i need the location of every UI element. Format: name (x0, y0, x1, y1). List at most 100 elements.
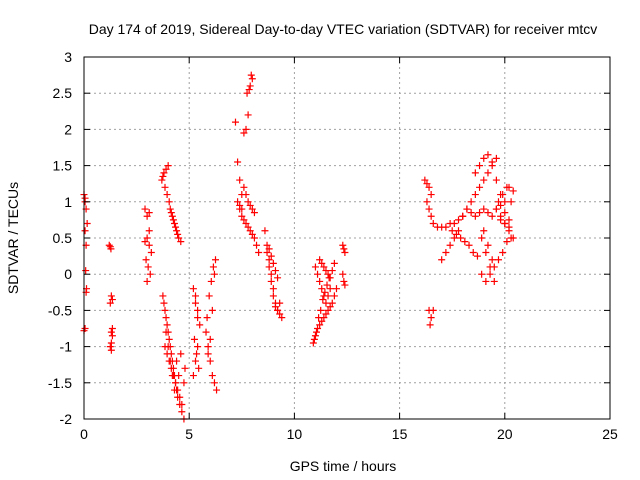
data-point (318, 259, 326, 267)
data-point (276, 310, 284, 318)
data-point (267, 270, 275, 278)
data-point (501, 209, 509, 217)
data-point (315, 314, 323, 322)
data-point (509, 234, 517, 242)
data-point (450, 220, 458, 228)
data-point (448, 227, 456, 235)
data-point (478, 234, 486, 242)
data-point (486, 270, 494, 278)
data-point (265, 256, 273, 264)
data-point (492, 154, 500, 162)
y-tick-label: 0 (64, 266, 72, 282)
data-point (494, 256, 502, 264)
data-point (164, 343, 172, 351)
data-point (168, 372, 176, 380)
data-point (455, 227, 463, 235)
data-point (173, 357, 181, 365)
data-point (486, 263, 494, 271)
data-point (340, 277, 348, 285)
data-point (242, 220, 250, 228)
data-point (165, 198, 173, 206)
data-point (206, 357, 214, 365)
data-point (311, 263, 319, 271)
data-point (161, 183, 169, 191)
data-point (176, 393, 184, 401)
data-point (212, 256, 219, 264)
data-point (189, 372, 197, 380)
x-tick-label: 15 (392, 426, 408, 442)
data-point (484, 151, 492, 159)
grid (84, 57, 610, 419)
data-point (488, 212, 496, 220)
data-point (162, 314, 170, 322)
y-tick-label: 2.5 (53, 85, 73, 101)
data-point (204, 343, 212, 351)
y-tick-label: 3 (64, 49, 72, 65)
data-point (480, 205, 488, 213)
data-point (208, 306, 216, 314)
data-point (145, 227, 153, 235)
data-point (274, 306, 282, 314)
data-point (238, 212, 246, 220)
data-point (167, 364, 175, 372)
data-point (143, 212, 151, 220)
data-point (192, 299, 200, 307)
y-tick-label: 2 (64, 121, 72, 137)
data-point (503, 183, 511, 191)
data-point (324, 292, 332, 300)
data-point (265, 263, 273, 271)
data-point (174, 230, 182, 238)
data-point (253, 241, 261, 249)
data-point (240, 216, 248, 224)
data-point (341, 248, 349, 256)
data-point (427, 314, 435, 322)
data-point (314, 325, 322, 332)
data-point (255, 248, 263, 256)
data-point (492, 205, 500, 213)
data-point (501, 198, 509, 206)
data-point (488, 162, 496, 170)
data-point (326, 285, 334, 293)
data-point (163, 350, 171, 358)
data-point (467, 209, 475, 217)
data-point (497, 201, 505, 209)
data-point (246, 201, 254, 209)
data-point (164, 162, 172, 170)
data-point (190, 335, 198, 343)
data-point (501, 220, 509, 228)
x-axis-label: GPS time / hours (290, 458, 397, 474)
data-point (234, 158, 242, 166)
data-point (426, 321, 434, 329)
data-point (484, 169, 492, 177)
data-point (166, 205, 174, 213)
data-point (245, 86, 253, 94)
data-point (244, 111, 252, 119)
data-point (203, 314, 211, 322)
data-point (325, 274, 333, 282)
data-point (492, 176, 500, 184)
y-tick-label: 1 (64, 194, 72, 210)
data-point (330, 259, 338, 267)
data-point (429, 306, 437, 314)
data-point (427, 191, 435, 199)
data-point (172, 223, 180, 231)
data-point (213, 386, 221, 394)
data-point (476, 209, 484, 217)
data-point (324, 270, 332, 278)
data-point (503, 238, 511, 246)
y-tick-label: -2 (60, 411, 73, 427)
data-point (482, 277, 490, 285)
data-point (175, 234, 183, 242)
data-point (160, 169, 168, 177)
data-point (236, 205, 244, 213)
data-point (142, 256, 150, 264)
data-point (107, 245, 115, 253)
data-point (192, 357, 200, 365)
data-point (267, 277, 275, 285)
data-point (274, 274, 282, 282)
data-point (246, 82, 254, 90)
data-point (106, 299, 114, 307)
data-point (322, 267, 330, 275)
data-point (108, 296, 116, 304)
data-point (170, 220, 178, 228)
